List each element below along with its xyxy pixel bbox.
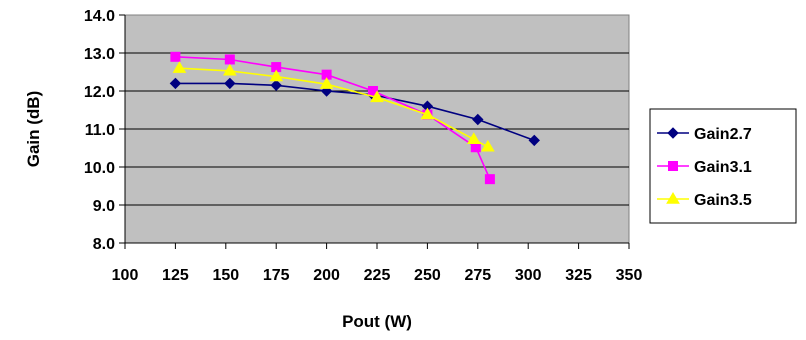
data-point bbox=[319, 77, 334, 89]
data-point bbox=[170, 51, 181, 62]
data-point bbox=[370, 90, 384, 103]
data-point bbox=[466, 132, 481, 144]
x-tick-label: 250 bbox=[414, 267, 441, 284]
y-tick-label: 9.0 bbox=[93, 198, 115, 215]
legend: Gain2.7 Gain3.1 Gain3.5 bbox=[649, 108, 797, 224]
legend-marker bbox=[667, 127, 679, 139]
y-tick-label: 14.0 bbox=[84, 8, 115, 25]
x-tick-label: 225 bbox=[364, 267, 391, 284]
x-tick-label: 125 bbox=[162, 267, 189, 284]
data-point bbox=[367, 86, 378, 96]
legend-label: Gain3.5 bbox=[694, 192, 752, 209]
legend-marker bbox=[666, 192, 680, 204]
data-point bbox=[172, 61, 187, 73]
legend-label: Gain2.7 bbox=[694, 126, 752, 143]
series-gain3-5 bbox=[172, 61, 495, 152]
data-point bbox=[224, 54, 235, 65]
y-tick-label: 12.0 bbox=[84, 84, 115, 101]
y-tick-label: 10.0 bbox=[84, 160, 115, 177]
data-point bbox=[269, 69, 284, 82]
data-point bbox=[224, 77, 236, 90]
legend-label: Gain3.1 bbox=[694, 159, 752, 176]
y-axis-title: Gain (dB) bbox=[24, 91, 43, 168]
axes: 8.0 9.0 10.0 11.0 12.0 13.0 14.0 100 125 150 175 20… bbox=[84, 8, 643, 284]
data-point bbox=[472, 113, 484, 126]
legend-item: Gain2.7 bbox=[657, 126, 752, 143]
x-tick-label: 300 bbox=[515, 267, 542, 284]
gridlines bbox=[125, 52, 629, 206]
series-line bbox=[175, 82, 535, 142]
series-line bbox=[179, 67, 489, 148]
data-point bbox=[169, 77, 182, 90]
y-tick-label: 11.0 bbox=[85, 122, 115, 139]
series-group bbox=[169, 51, 540, 185]
data-point bbox=[222, 63, 237, 76]
x-tick-label: 100 bbox=[112, 267, 139, 284]
y-tick-label: 13.0 bbox=[84, 46, 115, 63]
x-tick-label: 325 bbox=[565, 267, 592, 284]
x-tick-label: 200 bbox=[313, 267, 340, 284]
data-point bbox=[528, 134, 540, 147]
data-point bbox=[270, 79, 282, 92]
y-tick-label: 8.0 bbox=[93, 236, 115, 253]
x-axis-title: Pout (W) bbox=[342, 312, 412, 331]
x-tick-label: 350 bbox=[616, 267, 643, 284]
legend-item: Gain3.1 bbox=[657, 159, 752, 176]
data-point bbox=[484, 174, 495, 185]
x-tick-label: 150 bbox=[212, 267, 239, 284]
x-tick-label: 175 bbox=[263, 267, 290, 284]
x-tick-label: 275 bbox=[464, 267, 491, 284]
data-point bbox=[420, 107, 435, 120]
data-point bbox=[481, 139, 495, 152]
legend-item: Gain3.5 bbox=[657, 192, 752, 209]
series-line bbox=[175, 56, 491, 180]
data-point bbox=[470, 142, 481, 153]
legend-marker bbox=[668, 161, 678, 171]
